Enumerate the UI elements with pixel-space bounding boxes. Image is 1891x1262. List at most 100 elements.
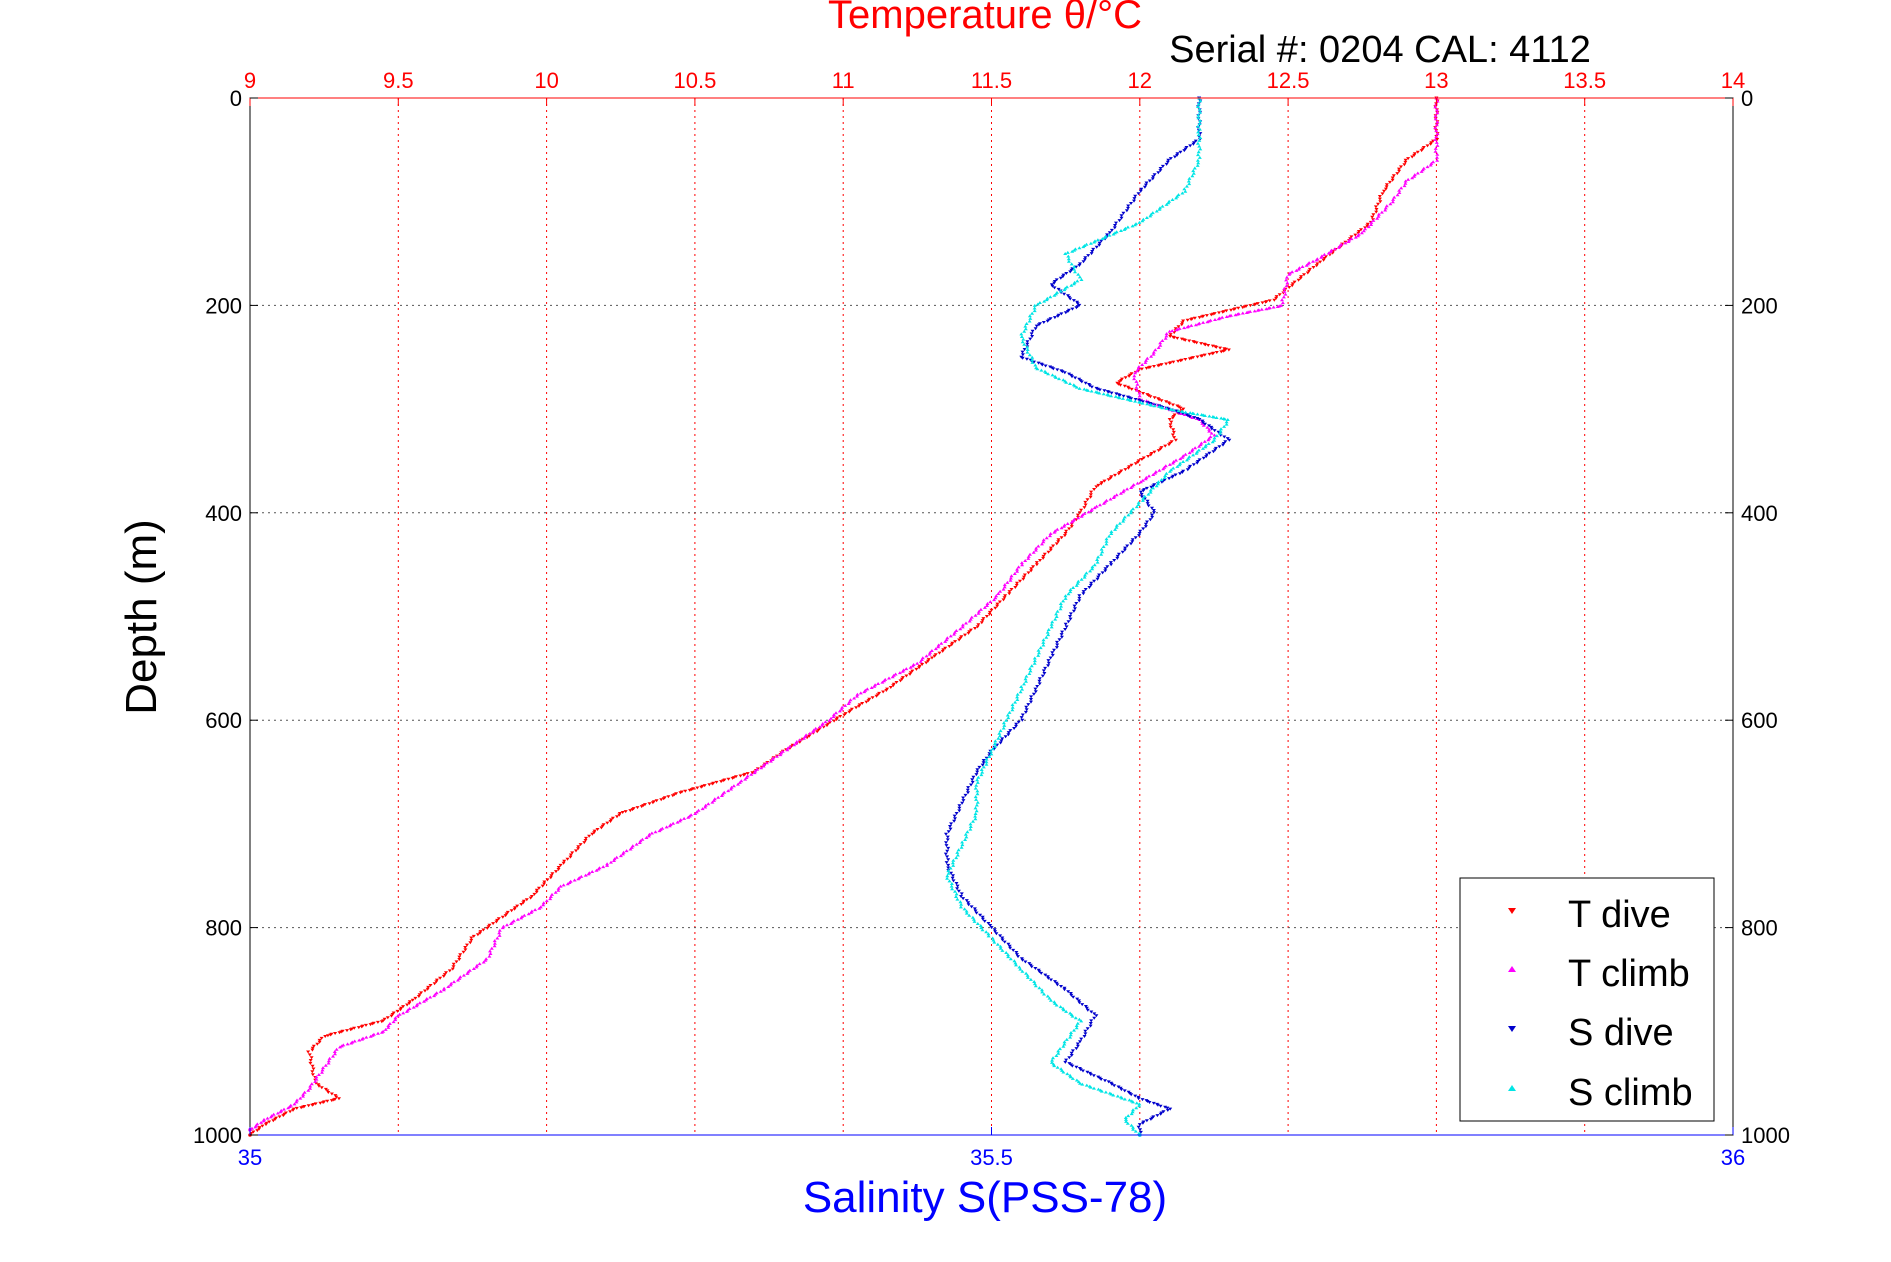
legend-marker-s-dive — [1508, 1026, 1516, 1032]
data-point-t-climb — [302, 1090, 307, 1094]
data-point-s-climb — [1210, 440, 1215, 444]
data-point-s-climb — [1056, 1051, 1061, 1055]
data-point-s-dive — [1050, 651, 1055, 655]
data-point-s-dive — [1037, 679, 1042, 683]
data-point-s-dive — [1075, 1044, 1080, 1048]
data-point-s-climb — [1017, 965, 1022, 969]
data-point-t-dive — [545, 878, 550, 882]
data-point-s-dive — [1008, 946, 1013, 950]
data-point-t-climb — [1259, 307, 1264, 311]
data-point-s-dive — [1138, 1128, 1143, 1132]
data-point-s-dive — [1225, 437, 1230, 441]
data-point-s-dive — [1165, 1108, 1170, 1112]
data-point-t-dive — [1082, 506, 1087, 510]
data-point-s-dive — [1077, 999, 1081, 1003]
data-point-s-climb — [1148, 488, 1153, 492]
data-point-t-climb — [890, 675, 895, 679]
data-point-s-climb — [1035, 367, 1040, 371]
data-point-s-dive — [1002, 940, 1007, 944]
data-point-t-climb — [954, 629, 959, 632]
data-point-s-climb — [1070, 1076, 1075, 1080]
data-point-s-climb — [1061, 1008, 1066, 1012]
data-point-t-dive — [447, 969, 452, 973]
data-point-t-dive — [1127, 374, 1132, 378]
data-point-s-dive — [998, 741, 1003, 745]
data-point-s-climb — [1088, 1085, 1093, 1089]
data-point-t-climb — [628, 847, 633, 851]
data-point-t-climb — [556, 886, 561, 890]
data-point-s-climb — [1075, 1021, 1080, 1025]
data-point-t-climb — [1198, 443, 1203, 447]
data-point-t-dive — [519, 903, 524, 906]
data-point-s-dive — [1045, 975, 1050, 979]
data-point-t-climb — [1149, 354, 1154, 358]
data-point-s-climb — [1069, 262, 1074, 266]
data-point-s-climb — [1024, 674, 1029, 678]
data-point-t-climb — [712, 798, 716, 802]
data-point-t-climb — [282, 1107, 286, 1111]
data-point-s-dive — [1211, 450, 1216, 454]
data-point-s-dive — [993, 930, 998, 934]
data-point-s-climb — [1195, 141, 1200, 145]
data-point-s-climb — [1068, 1011, 1073, 1015]
data-point-t-dive — [714, 780, 719, 784]
data-point-t-dive — [267, 1120, 272, 1124]
data-point-s-dive — [1030, 335, 1035, 338]
data-point-t-dive — [601, 823, 606, 827]
data-point-s-dive — [1048, 656, 1053, 660]
data-point-t-climb — [1252, 309, 1257, 313]
data-point-s-dive — [1083, 1029, 1088, 1033]
data-point-s-dive — [1086, 254, 1091, 258]
data-point-s-climb — [1037, 301, 1042, 304]
data-point-t-dive — [1029, 567, 1034, 571]
data-point-t-climb — [1134, 385, 1139, 389]
data-point-t-climb — [706, 802, 711, 806]
data-point-s-climb — [1069, 283, 1074, 287]
data-point-s-dive — [989, 926, 994, 930]
data-point-t-climb — [1121, 490, 1126, 494]
data-point-s-dive — [1057, 638, 1062, 642]
data-point-s-dive — [1003, 735, 1008, 739]
data-point-t-dive — [666, 795, 671, 799]
data-point-s-climb — [1137, 1102, 1142, 1106]
data-point-s-climb — [1020, 969, 1025, 973]
data-point-s-climb — [1134, 505, 1139, 509]
data-point-t-dive — [1018, 579, 1022, 583]
data-point-t-dive — [630, 808, 635, 812]
data-point-t-dive — [1167, 402, 1172, 406]
data-point-t-dive — [500, 915, 505, 919]
data-point-t-climb — [788, 744, 792, 748]
data-point-s-dive — [1060, 370, 1065, 374]
data-point-t-climb — [1132, 374, 1137, 378]
data-point-t-dive — [325, 1099, 330, 1103]
data-point-s-climb — [979, 768, 984, 771]
data-point-s-dive — [1144, 1119, 1149, 1123]
data-point-s-dive — [961, 897, 966, 901]
data-point-t-dive — [1277, 293, 1282, 297]
data-point-s-climb — [1054, 1054, 1059, 1057]
data-point-t-climb — [576, 877, 581, 881]
data-point-t-climb — [1227, 314, 1232, 318]
data-point-t-climb — [774, 754, 779, 758]
data-point-t-dive — [1226, 348, 1231, 352]
data-point-t-climb — [331, 1054, 335, 1058]
data-point-t-climb — [461, 973, 466, 977]
data-point-s-climb — [959, 845, 964, 849]
data-point-s-dive — [1006, 731, 1011, 735]
data-point-t-dive — [1359, 228, 1363, 232]
data-point-t-climb — [1153, 471, 1158, 475]
data-point-s-climb — [1154, 484, 1159, 488]
data-point-s-dive — [1138, 189, 1143, 193]
data-point-s-dive — [963, 793, 968, 797]
data-point-t-dive — [454, 960, 459, 964]
data-point-s-climb — [1068, 590, 1073, 594]
data-point-t-dive — [941, 648, 946, 652]
data-point-s-climb — [1006, 716, 1011, 720]
data-point-s-dive — [1139, 187, 1144, 191]
data-point-s-climb — [992, 742, 997, 745]
data-point-s-dive — [1180, 471, 1185, 474]
data-point-s-dive — [1012, 727, 1017, 730]
data-point-t-climb — [1296, 267, 1301, 271]
data-point-t-climb — [675, 820, 680, 824]
data-point-t-dive — [1176, 325, 1181, 329]
